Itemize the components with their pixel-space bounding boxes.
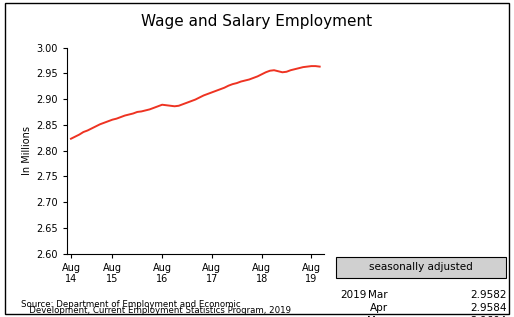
Text: Source: Department of Employment and Economic: Source: Department of Employment and Eco… xyxy=(21,300,240,309)
Text: 2.9584: 2.9584 xyxy=(470,303,507,313)
Text: 2019: 2019 xyxy=(340,290,366,300)
Text: May: May xyxy=(366,316,388,317)
Text: 2.9604: 2.9604 xyxy=(471,316,507,317)
FancyBboxPatch shape xyxy=(336,257,506,278)
Text: Development, Current Employment Statistics Program, 2019: Development, Current Employment Statisti… xyxy=(21,307,290,315)
Text: Apr: Apr xyxy=(370,303,388,313)
Text: Wage and Salary Employment: Wage and Salary Employment xyxy=(141,14,373,29)
Text: 2.9582: 2.9582 xyxy=(470,290,507,300)
Text: Mar: Mar xyxy=(369,290,388,300)
Y-axis label: In Millions: In Millions xyxy=(22,126,32,175)
Text: seasonally adjusted: seasonally adjusted xyxy=(369,262,473,273)
